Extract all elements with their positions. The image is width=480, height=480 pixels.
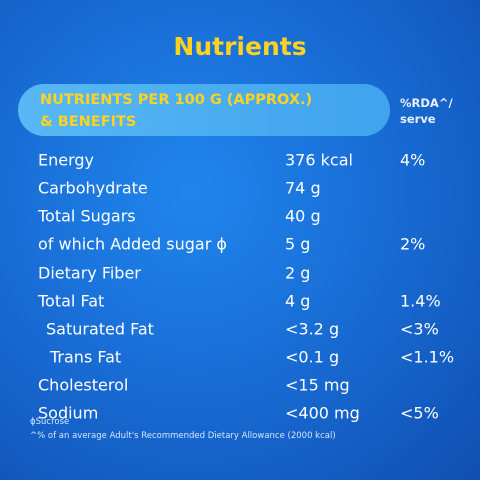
cell-name: Energy: [38, 150, 95, 170]
cell-amount: 74 g: [285, 178, 321, 198]
cell-name: Carbohydrate: [38, 178, 148, 198]
cell-amount: 376 kcal: [285, 150, 353, 170]
cell-name: Dietary Fiber: [38, 263, 141, 283]
cell-amount: <0.1 g: [285, 347, 340, 367]
cell-name: Saturated Fat: [46, 319, 154, 339]
cell-amount: <15 mg: [285, 375, 350, 395]
cell-name: Trans Fat: [50, 347, 122, 367]
cell-amount: 4 g: [285, 291, 311, 311]
rda-header: %RDA^/: [400, 96, 453, 110]
cell-name: Total Sugars: [38, 206, 136, 226]
cell-amount: 40 g: [285, 206, 321, 226]
cell-rda: 4%: [400, 150, 426, 170]
cell-rda: <3%: [400, 319, 439, 339]
header-band: [18, 84, 390, 136]
cell-amount: 5 g: [285, 234, 311, 254]
cell-rda: <1.1%: [400, 347, 455, 367]
cell-amount: 2 g: [285, 263, 311, 283]
title: Nutrients: [173, 32, 307, 61]
cell-name: of which Added sugar ϕ: [38, 234, 227, 254]
rda-header: serve: [400, 112, 436, 126]
footnote: ^% of an average Adult's Recommended Die…: [30, 431, 336, 441]
cell-rda: 1.4%: [400, 291, 441, 311]
footnote: ϕSucrose: [30, 417, 70, 427]
header-text: NUTRIENTS PER 100 G (APPROX.): [40, 92, 313, 108]
cell-name: Total Fat: [38, 291, 105, 311]
cell-rda: 2%: [400, 234, 426, 254]
cell-name: Cholesterol: [38, 375, 129, 395]
header-text: & BENEFITS: [40, 114, 137, 130]
cell-amount: <3.2 g: [285, 319, 340, 339]
cell-name: Sodium: [38, 403, 99, 423]
cell-amount: <400 mg: [285, 403, 360, 423]
cell-rda: <5%: [400, 403, 439, 423]
